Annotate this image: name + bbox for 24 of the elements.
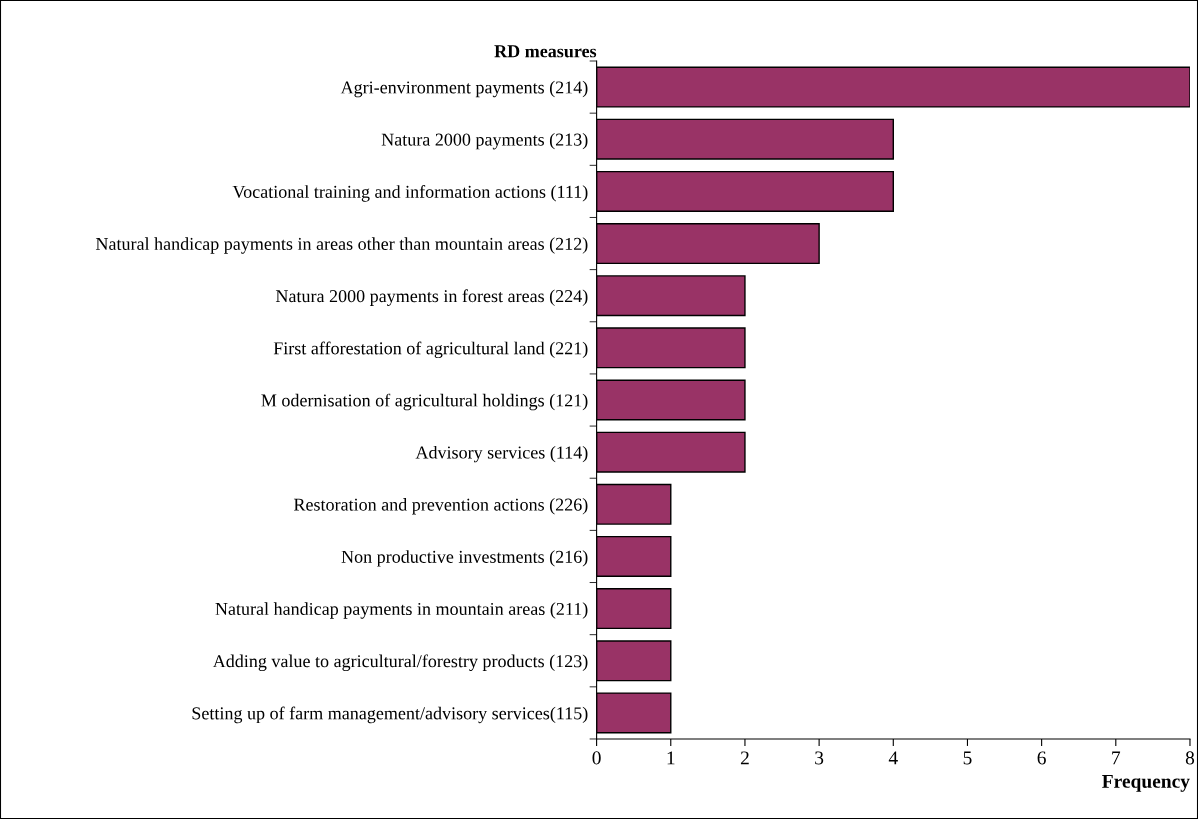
x-tick-label: 8 (1185, 751, 1195, 765)
y-tick-label: Agri-environment payments (214) (340, 80, 588, 98)
x-tick-label: 7 (1112, 751, 1121, 765)
y-tick-label: First afforestation of agricultural land (221) (273, 341, 588, 359)
x-tick-label: 5 (963, 751, 972, 765)
x-tick-label: 0 (592, 751, 601, 765)
y-tick-label: Setting up of farm management/advisory services(115) (192, 706, 588, 724)
y-tick-label: Advisory services (114) (415, 445, 588, 463)
x-axis-title: Frequency (1102, 774, 1190, 792)
y-axis-title: RD measures (494, 45, 597, 58)
y-tick-label: Natura 2000 payments in forest areas (224) (275, 289, 588, 306)
y-tick-label: Adding value to agricultural/forestry products (123) (212, 654, 588, 672)
x-tick-label: 4 (888, 751, 898, 765)
y-tick-label: Non productive investments (216) (341, 550, 588, 567)
x-tick-label: 1 (667, 751, 675, 765)
y-tick-label: Natura 2000 payments (213) (381, 132, 588, 150)
y-tick-label: Natural handicap payments in areas other than mountain areas (212) (95, 237, 588, 254)
y-tick-label: M odernisation of agricultural holdings (121) (261, 393, 588, 411)
y-tick-label: Natural handicap payments in mountain areas (211) (215, 602, 588, 619)
y-tick-label: Restoration and prevention actions (226) (293, 498, 588, 515)
x-tick-label: 6 (1037, 751, 1046, 765)
x-tick-label: 3 (815, 751, 824, 765)
y-tick-label: Vocational training and information actions (111) (232, 185, 588, 202)
x-tick-label: 2 (740, 751, 749, 765)
